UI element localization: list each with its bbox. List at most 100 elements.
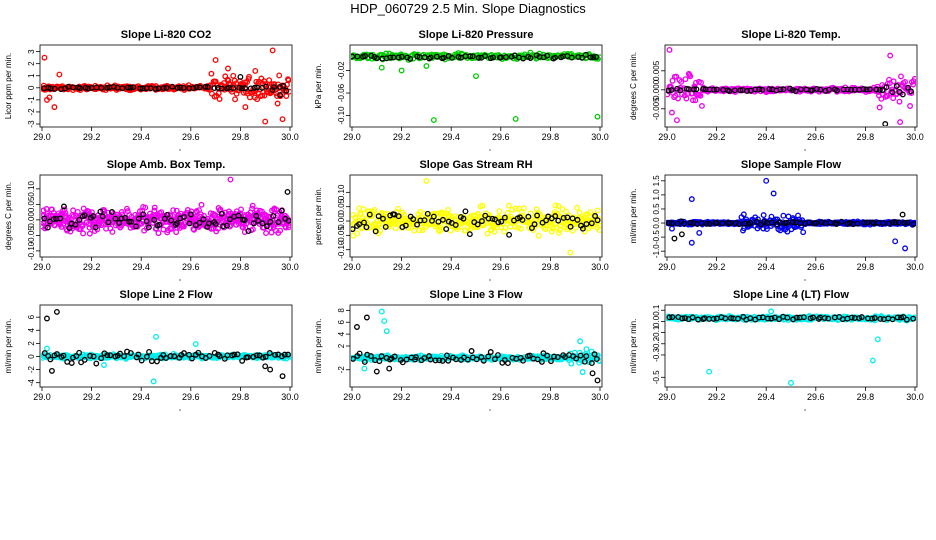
data-point: [241, 217, 248, 224]
data-point: [877, 316, 884, 322]
data-point: [464, 356, 471, 363]
data-point: [666, 314, 673, 321]
data-point: [439, 216, 446, 223]
data-point: [484, 230, 491, 237]
x-axis-label-dot: [489, 149, 491, 151]
data-point: [898, 73, 904, 80]
data-point: [587, 209, 594, 216]
data-point: [776, 219, 783, 226]
data-point: [551, 353, 558, 360]
x-tick-label: 29.6: [807, 262, 825, 272]
data-point: [474, 221, 481, 228]
data-point: [687, 73, 694, 80]
data-point: [466, 231, 473, 238]
data-point: [904, 219, 911, 226]
data-point: [768, 315, 775, 322]
data-point: [254, 96, 261, 103]
data-point: [351, 355, 356, 362]
data-point: [491, 356, 498, 363]
data-point: [690, 97, 696, 104]
series-periodic: [351, 314, 601, 384]
data-point: [51, 104, 58, 111]
data-point: [887, 52, 894, 59]
data-point: [380, 215, 386, 222]
x-axis-label-dot: [179, 149, 181, 151]
data-point: [452, 222, 459, 228]
data-point: [688, 196, 695, 203]
data-point: [734, 315, 741, 322]
series-periodic: [351, 51, 600, 62]
x-tick-label: 29.8: [542, 262, 560, 272]
data-point: [668, 87, 675, 94]
data-point: [768, 308, 775, 315]
data-point: [473, 73, 479, 80]
data-point: [448, 54, 455, 61]
data-point: [130, 84, 137, 91]
x-tick-label: 29.0: [343, 392, 361, 402]
chart-title: Slope Line 2 Flow: [120, 289, 213, 301]
data-point: [373, 368, 380, 375]
data-point: [482, 212, 489, 219]
data-point: [678, 78, 685, 85]
data-point: [76, 349, 83, 356]
data-point: [560, 215, 567, 221]
data-point: [424, 210, 431, 217]
data-point: [242, 85, 249, 92]
data-points: [666, 308, 916, 386]
data-point: [789, 87, 796, 93]
data-point: [536, 211, 543, 218]
data-point: [177, 84, 184, 91]
y-tick-label: -0.10: [337, 106, 346, 125]
data-point: [879, 87, 886, 93]
data-point: [61, 206, 68, 213]
data-point: [793, 314, 800, 321]
x-tick-label: 29.6: [807, 132, 825, 142]
data-point: [901, 219, 908, 226]
data-points: [41, 308, 291, 385]
data-point: [221, 355, 228, 362]
data-point: [283, 93, 290, 99]
data-point: [706, 368, 713, 375]
data-point: [218, 85, 225, 92]
data-point: [817, 86, 824, 93]
data-point: [250, 220, 257, 227]
data-point: [436, 357, 443, 364]
data-point: [502, 54, 509, 61]
data-point: [403, 356, 410, 363]
data-point: [255, 217, 262, 224]
data-point: [361, 358, 368, 365]
x-tick-label: 29.0: [33, 132, 51, 142]
data-point: [90, 353, 97, 360]
data-point: [136, 215, 142, 222]
data-point: [479, 202, 486, 209]
data-point: [512, 223, 519, 230]
data-point: [98, 84, 105, 91]
data-point: [285, 77, 291, 84]
data-point: [402, 222, 409, 229]
data-point: [908, 88, 914, 95]
data-point: [462, 208, 469, 215]
data-point: [104, 352, 111, 359]
data-point: [747, 220, 754, 226]
y-tick-label: 6: [337, 319, 346, 324]
data-point: [848, 86, 855, 93]
data-point: [692, 97, 699, 104]
data-point: [391, 353, 398, 360]
data-point: [244, 354, 251, 361]
data-point: [239, 85, 246, 92]
data-point: [531, 221, 538, 228]
data-point: [740, 211, 747, 218]
y-tick-label: 1.5: [652, 175, 661, 187]
data-point: [398, 53, 405, 60]
x-tick-label: 29.8: [857, 262, 875, 272]
data-point: [137, 85, 144, 92]
data-point: [700, 85, 707, 92]
data-point: [192, 341, 199, 347]
data-point: [423, 177, 430, 184]
x-axis-label-dot: [489, 279, 491, 281]
data-point: [190, 85, 197, 92]
data-point: [155, 230, 162, 237]
data-point: [421, 217, 428, 224]
data-point: [588, 360, 595, 367]
data-point: [756, 86, 763, 93]
